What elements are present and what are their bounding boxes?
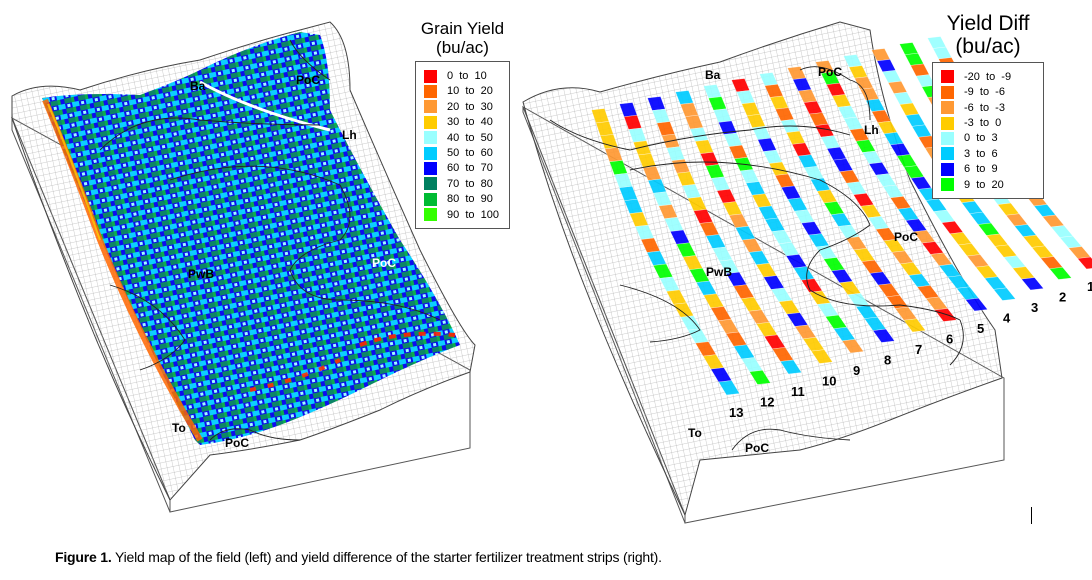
color-swatch: [424, 131, 437, 145]
grain-yield-legend-item: 40 to 50: [424, 130, 501, 145]
strip-number-7: 7: [915, 342, 922, 357]
grain-yield-legend-item: 70 to 80: [424, 176, 501, 191]
yield-diff-legend-title: Yield Diff (bu/ac): [946, 12, 1030, 59]
grain-yield-legend-box: 0 to 10 10 to 20 20 to 30 30 to 40 40 to 50 5…: [415, 61, 510, 230]
soil-label-poc-mid: PoC: [372, 256, 396, 270]
strip-number-10: 10: [822, 374, 836, 389]
soil-label-ba: Ba: [190, 79, 206, 93]
figure-caption: Figure 1. Yield map of the field (left) …: [55, 549, 662, 565]
grain-yield-legend-item: 80 to 90: [424, 192, 501, 207]
color-swatch: [424, 161, 437, 175]
color-swatch: [941, 147, 954, 161]
legend-label: 90 to 100: [447, 208, 499, 221]
legend-label: -9 to -6: [964, 86, 1005, 99]
yield-diff-legend-item: 9 to 20: [941, 177, 1035, 192]
yield-diff-legend-item: -9 to -6: [941, 85, 1035, 100]
color-swatch: [941, 70, 954, 84]
yield-diff-legend-item: 0 to 3: [941, 131, 1035, 146]
legend-label: -20 to -9: [964, 70, 1012, 83]
grain-yield-legend: Grain Yield (bu/ac) 0 to 10 10 to 20 20 to…: [415, 19, 510, 230]
color-swatch: [424, 177, 437, 191]
legend-label: 3 to 6: [964, 147, 998, 160]
legend-label: 6 to 9: [964, 163, 998, 176]
color-swatch: [941, 178, 954, 192]
soil-label-ba: Ba: [705, 68, 721, 82]
grain-yield-legend-item: 60 to 70: [424, 161, 501, 176]
color-swatch: [941, 101, 954, 115]
soil-label-poc-top: PoC: [296, 73, 320, 87]
yield-diff-legend-box: -20 to -9 -9 to -6 -6 to -3 -3 to 0 0 to 3 3 …: [932, 62, 1044, 200]
legend-label: 80 to 90: [447, 193, 493, 206]
strip-number-4: 4: [1003, 311, 1011, 326]
grain-yield-map: Ba PoC Lh PwB PoC To PoC: [0, 0, 520, 540]
grain-yield-legend-item: 50 to 60: [424, 145, 501, 160]
treatment-strips: [591, 36, 1092, 396]
color-swatch: [941, 162, 954, 176]
strip-number-8: 8: [884, 353, 891, 368]
strip-number-12: 12: [760, 395, 774, 410]
grain-yield-legend-item: 20 to 30: [424, 99, 501, 114]
soil-label-pwb: PwB: [188, 267, 214, 281]
grain-yield-legend-item: 30 to 40: [424, 115, 501, 130]
legend-label: 10 to 20: [447, 85, 493, 98]
strip-number-5: 5: [977, 321, 984, 336]
soil-label-pwb: PwB: [706, 265, 732, 279]
color-swatch: [424, 84, 437, 98]
strip-number-6: 6: [946, 332, 953, 347]
strip-number-11: 11: [791, 384, 805, 399]
soil-label-poc-top: PoC: [818, 65, 842, 79]
strip-number-9: 9: [853, 363, 860, 378]
strip-number-1: 1: [1087, 279, 1092, 294]
soil-label-to: To: [688, 426, 702, 440]
legend-label: 0 to 10: [447, 70, 487, 83]
color-swatch: [424, 146, 437, 160]
grain-yield-legend-title: Grain Yield (bu/ac): [420, 19, 505, 57]
text-cursor: [1031, 507, 1032, 524]
soil-label-poc-bottom: PoC: [745, 441, 769, 455]
legend-label: 30 to 40: [447, 116, 493, 129]
color-swatch: [424, 208, 437, 222]
color-swatch: [424, 69, 437, 83]
yield-diff-legend-item: -3 to 0: [941, 115, 1035, 130]
soil-label-lh: Lh: [342, 128, 357, 142]
yield-diff-legend-item: -20 to -9: [941, 69, 1035, 84]
legend-label: 0 to 3: [964, 132, 998, 145]
legend-label: 50 to 60: [447, 147, 493, 160]
caption-text: Yield map of the field (left) and yield …: [111, 549, 662, 565]
yield-diff-legend-item: 3 to 6: [941, 146, 1035, 161]
soil-label-to: To: [172, 421, 186, 435]
yield-diff-legend: Yield Diff (bu/ac) -20 to -9 -9 to -6 -6 t…: [932, 12, 1044, 200]
legend-label: -3 to 0: [964, 117, 1002, 130]
grain-yield-map-graphic: Ba PoC Lh PwB PoC To PoC: [10, 21, 476, 513]
legend-label: 20 to 30: [447, 100, 493, 113]
soil-label-lh: Lh: [864, 123, 879, 137]
color-swatch: [424, 115, 437, 129]
soil-label-poc-mid: PoC: [894, 230, 918, 244]
legend-label: -6 to -3: [964, 101, 1005, 114]
color-swatch: [941, 131, 954, 145]
yield-diff-legend-item: 6 to 9: [941, 162, 1035, 177]
legend-label: 70 to 80: [447, 177, 493, 190]
color-swatch: [424, 100, 437, 114]
strip-number-2: 2: [1059, 290, 1066, 305]
soil-label-poc-bottom: PoC: [225, 436, 249, 450]
strip-number-3: 3: [1031, 300, 1038, 315]
color-swatch: [941, 85, 954, 99]
legend-label: 60 to 70: [447, 162, 493, 175]
yield-diff-map-graphic: Ba PoC Lh PoC PwB To PoC 123456789101112…: [522, 21, 1092, 524]
grain-yield-legend-item: 10 to 20: [424, 84, 501, 99]
legend-label: 40 to 50: [447, 131, 493, 144]
strip-number-13: 13: [729, 405, 743, 420]
legend-label: 9 to 20: [964, 178, 1004, 191]
grain-yield-legend-item: 0 to 10: [424, 68, 501, 83]
color-swatch: [941, 116, 954, 130]
grain-yield-legend-item: 90 to 100: [424, 207, 501, 222]
yield-diff-legend-item: -6 to -3: [941, 100, 1035, 115]
color-swatch: [424, 192, 437, 206]
yield-diff-map: Ba PoC Lh PoC PwB To PoC 1 2 3 4 5 6 7 8 9 10 11 12…: [520, 0, 1092, 540]
caption-label: Figure 1.: [55, 549, 112, 565]
